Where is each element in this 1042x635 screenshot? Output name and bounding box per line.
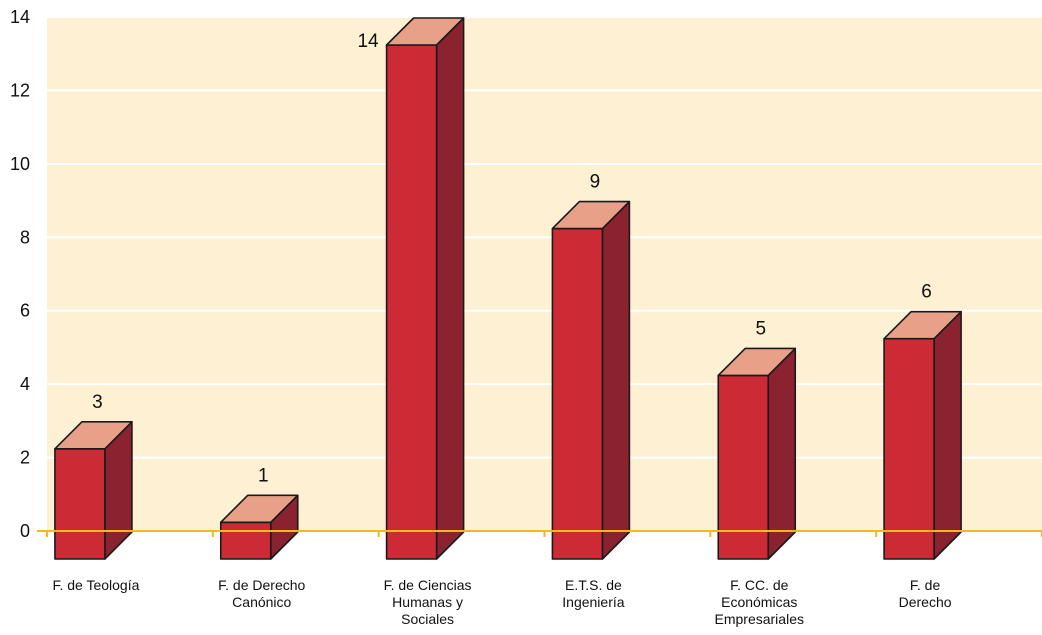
bar (717, 347, 797, 560)
bar (385, 17, 465, 560)
y-tick-label: 4 (20, 374, 30, 394)
data-label: 14 (357, 31, 379, 52)
data-label: 5 (755, 318, 766, 339)
category-label: F. de Teología (52, 577, 139, 593)
y-tick-label: 10 (10, 154, 30, 174)
bar (219, 494, 299, 560)
category-labels: F. de Teología F. de Derecho Canónico F. de… (52, 577, 951, 627)
bar-front-face (883, 337, 935, 560)
y-tick-label: 8 (20, 227, 30, 247)
bar-side-face (933, 310, 962, 560)
y-tick-label: 6 (20, 301, 30, 321)
bar-front-face (385, 44, 438, 560)
y-tick-label: 12 (10, 80, 30, 100)
bar-top-face (717, 347, 797, 377)
bar-top-face (551, 200, 631, 230)
y-tick-label: 14 (10, 7, 30, 27)
bar-side-face (601, 200, 631, 560)
category-label: E.T.S. de Ingeniería (562, 577, 624, 610)
bar-top-face (385, 17, 465, 46)
bar-front-face (219, 521, 272, 560)
bar-top-face (883, 310, 962, 340)
data-label: 3 (92, 392, 103, 413)
y-tick-label: 0 (20, 521, 30, 541)
bar (883, 310, 962, 560)
category-label: F. de Ciencias Humanas y Sociales (384, 577, 472, 627)
bar-front-face (717, 374, 770, 560)
bar (551, 200, 631, 560)
bars (54, 17, 962, 560)
bar (54, 421, 133, 560)
bar-front-face (551, 227, 604, 560)
data-label: 1 (258, 465, 269, 486)
bar-front-face (54, 448, 106, 560)
plot-background (47, 17, 1042, 531)
data-label: 9 (590, 172, 601, 193)
data-labels: 3 1 14 9 5 6 (92, 31, 932, 486)
bar-side-face (435, 17, 465, 560)
y-axis-tick-labels: 0 2 4 6 8 10 12 14 (10, 7, 30, 541)
y-tick-label: 2 (20, 448, 30, 468)
gridlines (47, 16, 1042, 459)
x-axis-ticks (46, 531, 1042, 537)
category-label: F. de Derecho (899, 577, 952, 610)
bar-side-face (767, 347, 797, 560)
category-label: F. CC. de Económicas Empresariales (715, 577, 804, 627)
category-label: F. de Derecho Canónico (218, 577, 305, 610)
bar-top-face (54, 421, 133, 450)
bar-top-face (219, 494, 299, 524)
data-label: 6 (921, 282, 932, 303)
